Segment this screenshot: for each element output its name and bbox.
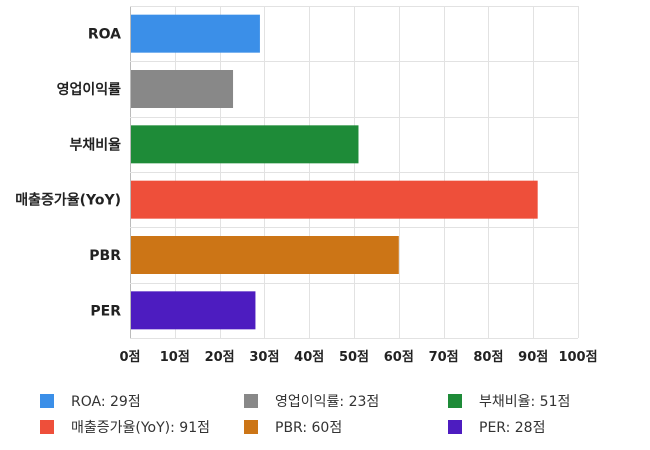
legend-label: 매출증가율(YoY): 91점 — [71, 420, 210, 436]
legend-swatch — [448, 394, 462, 408]
x-tick-label: 20점 — [205, 350, 235, 365]
legend-label: ROA: 29점 — [71, 394, 141, 410]
bar — [131, 291, 256, 330]
legend-item: 영업이익률: 23점 — [244, 391, 448, 411]
bars — [131, 14, 538, 330]
legend-label: PER: 28점 — [479, 420, 546, 436]
legend-item: 부채비율: 51점 — [448, 391, 640, 411]
legend-item: 매출증가율(YoY): 91점 — [40, 417, 244, 437]
x-tick-label: 10점 — [160, 350, 190, 365]
category-label: 영업이익률 — [57, 81, 122, 98]
legend-label: 부채비율: 51점 — [479, 394, 571, 410]
category-label: PBR — [89, 248, 121, 264]
legend-label: 영업이익률: 23점 — [275, 394, 380, 410]
grid-lines — [130, 6, 579, 339]
x-tick-label: 30점 — [249, 350, 279, 365]
category-label: 매출증가율(YoY) — [15, 192, 121, 209]
bar — [131, 14, 260, 53]
legend-item: ROA: 29점 — [40, 391, 244, 411]
x-tick-label: 80점 — [473, 350, 503, 365]
legend-swatch — [244, 394, 258, 408]
bar — [131, 180, 538, 219]
bar — [131, 70, 234, 108]
x-tick-label: 0점 — [119, 350, 140, 365]
x-tick-label: 40점 — [294, 350, 324, 365]
category-label: 부채비율 — [69, 136, 121, 153]
legend-swatch — [448, 420, 462, 434]
legend-swatch — [40, 420, 54, 434]
bar — [131, 236, 399, 274]
x-tick-label: 70점 — [429, 350, 459, 365]
legend-item: PER: 28점 — [448, 417, 640, 437]
legend-swatch — [244, 420, 258, 434]
category-label: PER — [90, 303, 121, 319]
x-tick-label: 100점 — [558, 350, 597, 365]
x-axis-ticks: 0점 10점 20점 30점 40점 50점 60점 70점 80점 90점 100점 — [119, 350, 597, 365]
category-label: ROA — [88, 27, 121, 43]
x-tick-label: 50점 — [339, 350, 369, 365]
legend-label: PBR: 60점 — [275, 420, 343, 436]
bar — [131, 125, 359, 164]
legend-swatch — [40, 394, 54, 408]
legend-item: PBR: 60점 — [244, 417, 448, 437]
x-tick-label: 90점 — [518, 350, 548, 365]
x-tick-label: 60점 — [384, 350, 414, 365]
